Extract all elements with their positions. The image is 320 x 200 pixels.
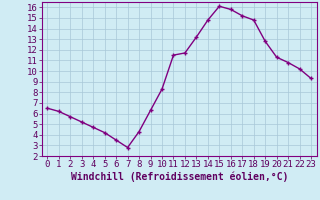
X-axis label: Windchill (Refroidissement éolien,°C): Windchill (Refroidissement éolien,°C) <box>70 172 288 182</box>
